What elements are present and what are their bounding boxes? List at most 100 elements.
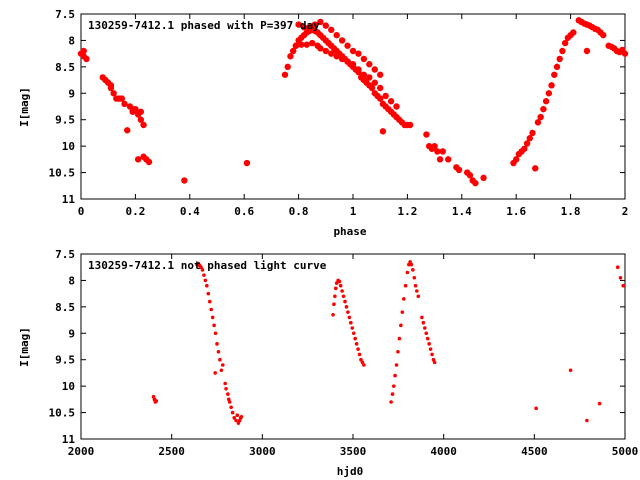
unphased-data-point bbox=[215, 342, 219, 346]
phased-data-point bbox=[377, 95, 384, 102]
phased-data-point bbox=[349, 61, 357, 68]
phased-data-point bbox=[445, 156, 452, 163]
unphased-data-point bbox=[413, 283, 418, 288]
unphased-data-point bbox=[394, 363, 399, 367]
unphased-data-point bbox=[423, 326, 427, 330]
unphased-data-point bbox=[389, 400, 393, 404]
unphased-data-point bbox=[432, 360, 437, 365]
unphased-x-tick-label: 2500 bbox=[158, 445, 185, 458]
unphased-y-tick-label: 7.5 bbox=[55, 248, 75, 261]
phased-data-point bbox=[366, 61, 373, 68]
unphased-data-point bbox=[343, 299, 347, 304]
unphased-data-point bbox=[346, 310, 350, 314]
phased-x-tick-label: 1.8 bbox=[561, 205, 581, 218]
unphased-data-point bbox=[411, 268, 415, 272]
unphased-data-point bbox=[213, 371, 217, 375]
unphased-data-point bbox=[359, 357, 363, 362]
phased-data-point bbox=[110, 90, 117, 97]
unphased-data-point bbox=[353, 336, 357, 341]
phased-x-axis-label: phase bbox=[333, 225, 366, 238]
unphased-data-point bbox=[350, 326, 355, 330]
unphased-y-tick-label: 9 bbox=[68, 327, 75, 340]
phased-data-point bbox=[529, 129, 536, 137]
phased-data-point bbox=[439, 148, 446, 155]
phased-data-point bbox=[107, 84, 115, 92]
unphased-data-point bbox=[399, 323, 403, 328]
unphased-data-point bbox=[216, 349, 221, 354]
unphased-data-point bbox=[229, 405, 233, 410]
phased-data-point bbox=[303, 41, 310, 48]
unphased-data-point bbox=[357, 352, 362, 357]
phased-data-point bbox=[583, 47, 591, 55]
phased-data-point bbox=[243, 159, 251, 167]
phased-data-point bbox=[289, 47, 297, 55]
unphased-data-point bbox=[205, 283, 209, 288]
unphased-data-point bbox=[226, 392, 230, 396]
unphased-data-point bbox=[403, 283, 408, 288]
phased-data-point bbox=[284, 63, 291, 71]
phased-data-point bbox=[534, 119, 542, 126]
phased-data-point bbox=[472, 179, 479, 187]
unphased-data-point bbox=[409, 262, 414, 267]
phased-data-point bbox=[455, 166, 463, 174]
unphased-data-point bbox=[207, 299, 212, 304]
phased-x-tick-label: 1 bbox=[350, 205, 357, 218]
phased-data-point bbox=[118, 95, 126, 102]
phased-data-point bbox=[338, 37, 346, 44]
unphased-data-point bbox=[412, 275, 417, 280]
phased-data-point bbox=[466, 172, 474, 179]
unphased-data-point bbox=[218, 357, 222, 362]
unphased-data-point bbox=[400, 310, 405, 314]
phased-data-point bbox=[287, 53, 294, 60]
phased-data-point bbox=[570, 29, 577, 36]
unphased-data-point bbox=[221, 363, 225, 367]
unphased-data-point bbox=[427, 342, 431, 346]
unphased-data-point bbox=[234, 418, 238, 423]
unphased-y-tick-label: 10 bbox=[62, 380, 75, 393]
unphased-data-points bbox=[151, 260, 625, 425]
unphased-data-point bbox=[396, 349, 400, 354]
unphased-data-point bbox=[232, 416, 237, 420]
unphased-x-tick-label: 3500 bbox=[340, 445, 367, 458]
phased-data-point bbox=[537, 113, 544, 121]
unphased-y-tick-label: 8.5 bbox=[55, 301, 75, 314]
phased-data-point bbox=[379, 128, 387, 135]
phased-data-point bbox=[540, 105, 547, 113]
unphased-data-point bbox=[210, 315, 215, 320]
phased-data-point bbox=[431, 142, 438, 150]
unphased-data-point bbox=[415, 289, 419, 293]
phased-x-tick-label: 2 bbox=[622, 205, 629, 218]
unphased-data-point bbox=[223, 381, 227, 386]
unphased-data-point bbox=[360, 360, 365, 365]
unphased-data-point bbox=[333, 286, 338, 291]
unphased-data-point bbox=[349, 320, 353, 325]
phased-data-point bbox=[83, 55, 90, 63]
phased-data-point bbox=[559, 47, 566, 55]
phased-y-tick-label: 8.5 bbox=[55, 61, 75, 74]
unphased-data-point bbox=[219, 368, 224, 373]
phased-data-point bbox=[513, 156, 520, 163]
phased-x-tick-label: 1.2 bbox=[397, 205, 417, 218]
unphased-data-point bbox=[199, 265, 203, 270]
phased-data-point bbox=[124, 127, 131, 134]
unphased-data-point bbox=[597, 401, 602, 406]
phased-data-point bbox=[80, 47, 87, 55]
unphased-data-point bbox=[337, 279, 342, 284]
phased-data-point bbox=[132, 105, 139, 113]
unphased-data-point bbox=[212, 323, 216, 328]
phased-data-point bbox=[368, 84, 376, 92]
unphased-data-point bbox=[332, 302, 336, 307]
phased-y-tick-label: 9.5 bbox=[55, 114, 75, 127]
phased-plot-title: 130259-7412.1 phased with P=397 day bbox=[88, 19, 320, 32]
phased-data-point bbox=[338, 55, 346, 63]
unphased-data-point bbox=[154, 399, 159, 403]
unphased-data-point bbox=[390, 392, 395, 396]
phased-data-point bbox=[181, 177, 188, 184]
unphased-data-point bbox=[340, 289, 344, 293]
phased-data-point bbox=[480, 174, 487, 182]
unphased-y-tick-label: 9.5 bbox=[55, 354, 75, 367]
phased-data-point bbox=[309, 39, 316, 47]
phased-data-point bbox=[532, 165, 539, 172]
phased-data-point bbox=[366, 74, 373, 81]
unphased-data-point bbox=[356, 347, 360, 351]
